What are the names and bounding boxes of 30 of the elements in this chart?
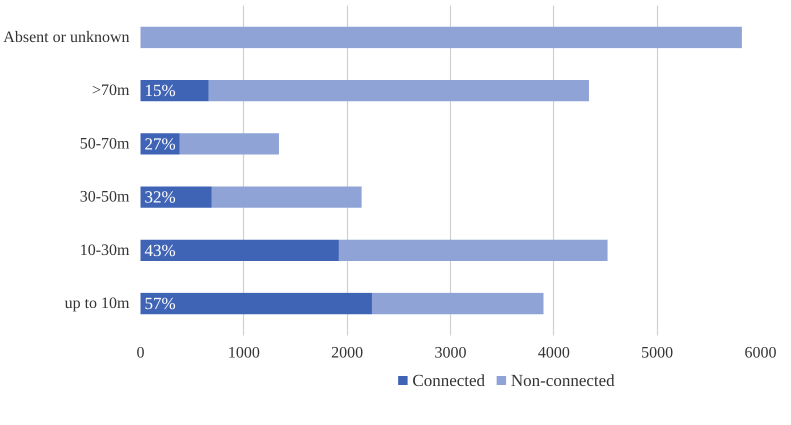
x-tick-label: 4000 <box>538 344 570 362</box>
bar <box>140 240 339 261</box>
annotation: 15% <box>144 81 176 100</box>
y-tick-label: 30-50m <box>80 188 130 206</box>
y-tick-label: 10-30m <box>80 242 130 259</box>
bar <box>140 26 742 48</box>
bar <box>208 80 589 102</box>
x-tick-label: 1000 <box>228 344 260 362</box>
annotation: 32% <box>144 188 176 207</box>
legend-label: Non-connected <box>510 371 616 390</box>
x-tick-label: 6000 <box>744 344 776 362</box>
x-tick-label: 5000 <box>641 344 674 362</box>
legend-label: Connected <box>412 371 486 390</box>
y-tick-label: up to 10m <box>64 295 130 312</box>
bar <box>212 186 362 208</box>
annotation: 43% <box>144 240 176 260</box>
bar <box>140 186 212 208</box>
annotation: 57% <box>144 294 176 314</box>
y-tick-label: >70m <box>92 82 130 100</box>
y-tick-label: 50-70m <box>80 135 130 152</box>
bar <box>180 133 279 155</box>
bar <box>140 292 372 314</box>
y-tick-label: Absent or unknown <box>3 28 130 46</box>
bar <box>140 80 209 102</box>
bar <box>372 292 544 314</box>
annotation: 27% <box>144 134 176 154</box>
bar <box>338 240 608 261</box>
x-tick-label: 0 <box>136 344 144 362</box>
x-tick-label: 3000 <box>434 344 466 362</box>
x-tick-label: 2000 <box>331 344 364 362</box>
